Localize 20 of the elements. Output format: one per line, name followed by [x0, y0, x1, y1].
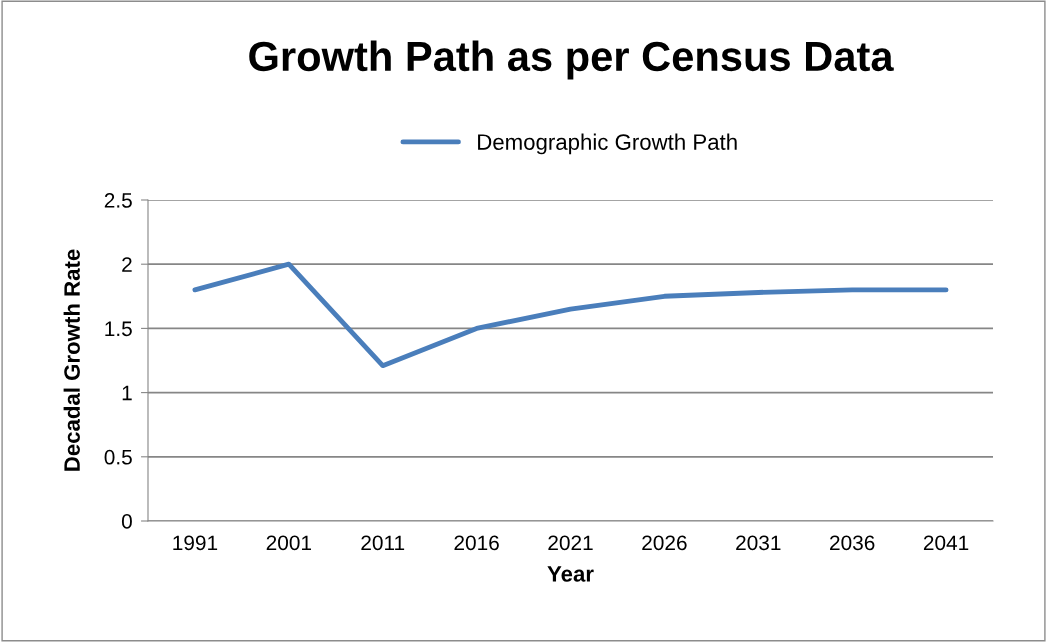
x-tick-label: 2021: [548, 535, 593, 551]
y-tick-label: 2: [122, 257, 132, 272]
y-tick-label: 1: [122, 385, 132, 401]
x-tick-label: 2026: [642, 535, 687, 551]
y-tick-label: 0: [121, 514, 132, 529]
y-axis-title: Decadal Growth Rate: [63, 249, 80, 471]
chart-title: Growth Path as per Census Data: [249, 40, 894, 80]
x-tick-label: 2016: [454, 535, 499, 551]
x-tick-label: 2011: [361, 535, 405, 551]
legend-label: Demographic Growth Path: [478, 133, 737, 155]
x-tick-label: 2036: [830, 535, 875, 551]
x-tick-label: 2041: [923, 535, 969, 551]
x-tick-label: 2031: [736, 535, 781, 551]
y-tick-label: 2.5: [104, 193, 132, 208]
x-tick-label: 2001: [266, 535, 311, 551]
x-axis-title: Year: [547, 566, 594, 582]
y-tick-label: 1.5: [105, 321, 132, 337]
line-series: [192, 261, 949, 369]
y-tick-label: 0.5: [104, 449, 132, 465]
x-tick-label: 1991: [173, 535, 218, 551]
